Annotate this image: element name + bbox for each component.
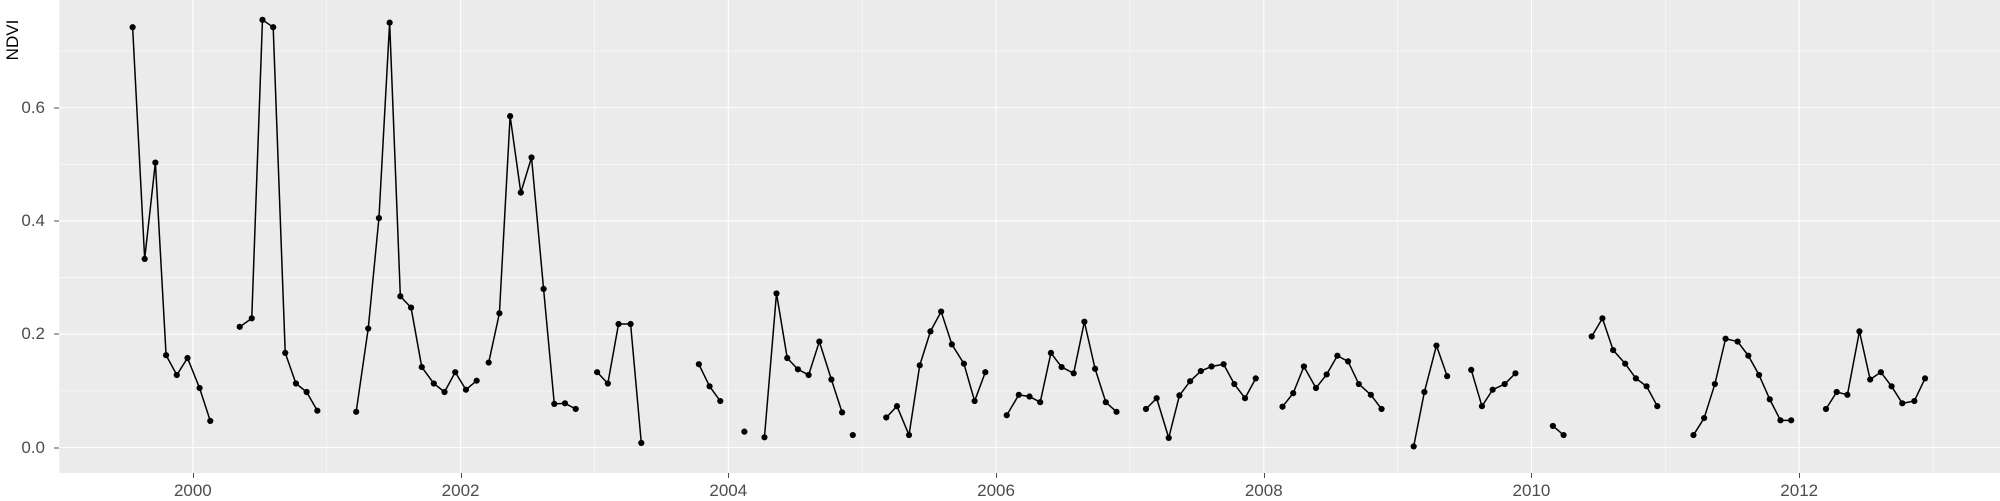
y-tick-mark xyxy=(54,107,59,109)
series-lines xyxy=(131,19,1926,448)
x-tick-label: 2010 xyxy=(1512,481,1551,500)
y-tick-mark xyxy=(54,447,59,448)
x-tick-label: 2004 xyxy=(709,481,748,500)
x-tick-mark xyxy=(1531,473,1533,478)
plot-area xyxy=(59,0,2000,473)
x-tick-mark xyxy=(1799,473,1801,478)
x-tick-label: 2012 xyxy=(1780,481,1819,500)
series-points xyxy=(129,16,1929,450)
x-tick-label: 2002 xyxy=(441,481,480,500)
y-tick-label: 0.0 xyxy=(21,437,45,457)
x-tick-mark xyxy=(192,473,194,478)
x-tick-mark xyxy=(996,473,998,478)
y-tick-label: 0.2 xyxy=(21,324,45,344)
x-tick-label: 2000 xyxy=(173,481,212,500)
plot-panel xyxy=(59,0,2000,473)
x-tick-label: 2008 xyxy=(1244,481,1283,500)
y-tick-label: 0.4 xyxy=(21,210,45,230)
x-tick-mark xyxy=(1263,473,1265,478)
major-gridlines xyxy=(59,0,2000,473)
y-tick-mark xyxy=(54,220,59,222)
y-tick-mark xyxy=(54,333,59,335)
x-tick-mark xyxy=(460,473,462,478)
y-axis-title: NDVI xyxy=(3,19,22,61)
y-tick-label: 0.6 xyxy=(21,97,45,117)
x-tick-label: 2006 xyxy=(977,481,1015,500)
x-tick-mark xyxy=(728,473,730,478)
